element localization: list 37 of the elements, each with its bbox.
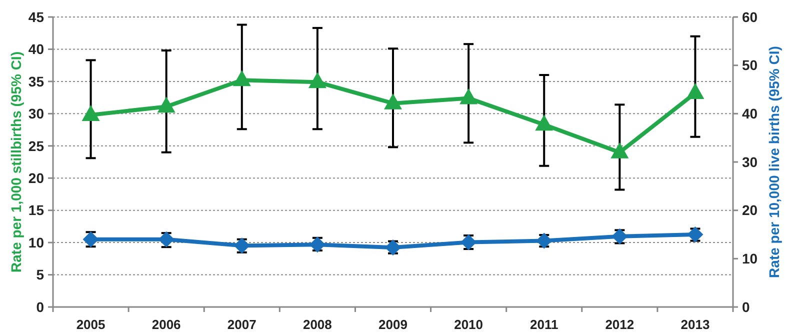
y-tick-label: 10 (28, 234, 44, 250)
x-tick-label: 2006 (152, 317, 181, 332)
point (686, 83, 704, 100)
y-axis-title: Rate per 1,000 stillbirths (95% CI) (8, 52, 24, 272)
y-tick-label: 25 (28, 138, 44, 154)
y2-tick-label: 10 (742, 250, 758, 267)
point (384, 93, 402, 110)
y2-tick-label: 50 (742, 57, 758, 74)
x-tick-label: 2007 (227, 317, 256, 332)
x-tick-label: 2013 (680, 317, 710, 332)
x-tick-label: 2005 (76, 317, 106, 332)
x-tick-label: 2011 (530, 317, 558, 332)
y-tick-label: 35 (28, 73, 44, 90)
x-tick-label: 2012 (605, 317, 634, 332)
point (535, 114, 554, 131)
point (157, 96, 176, 113)
point (232, 70, 251, 86)
x-tick-label: 2009 (378, 317, 408, 332)
y-tick-label: 20 (28, 170, 44, 186)
x-tick-label: 2010 (454, 317, 484, 332)
y-tick-label: 15 (28, 202, 44, 218)
point (82, 104, 100, 121)
point (610, 142, 629, 158)
x-tick-label: 2008 (302, 317, 332, 332)
y2-tick-label: 60 (742, 8, 758, 25)
y2-axis-title: Rate per 10,000 live births (95% CI) (766, 46, 782, 278)
y-tick-label: 30 (28, 106, 44, 122)
y2-tick-label: 40 (742, 106, 758, 122)
y-tick-label: 40 (28, 41, 44, 58)
point (460, 88, 478, 104)
y-tick-label: 45 (28, 8, 44, 25)
y-tick-label: 0 (36, 298, 44, 315)
y2-tick-label: 20 (742, 202, 758, 218)
y2-tick-label: 30 (742, 154, 758, 170)
y-tick-label: 5 (36, 266, 44, 283)
point (308, 72, 326, 88)
y2-tick-label: 0 (742, 298, 750, 315)
